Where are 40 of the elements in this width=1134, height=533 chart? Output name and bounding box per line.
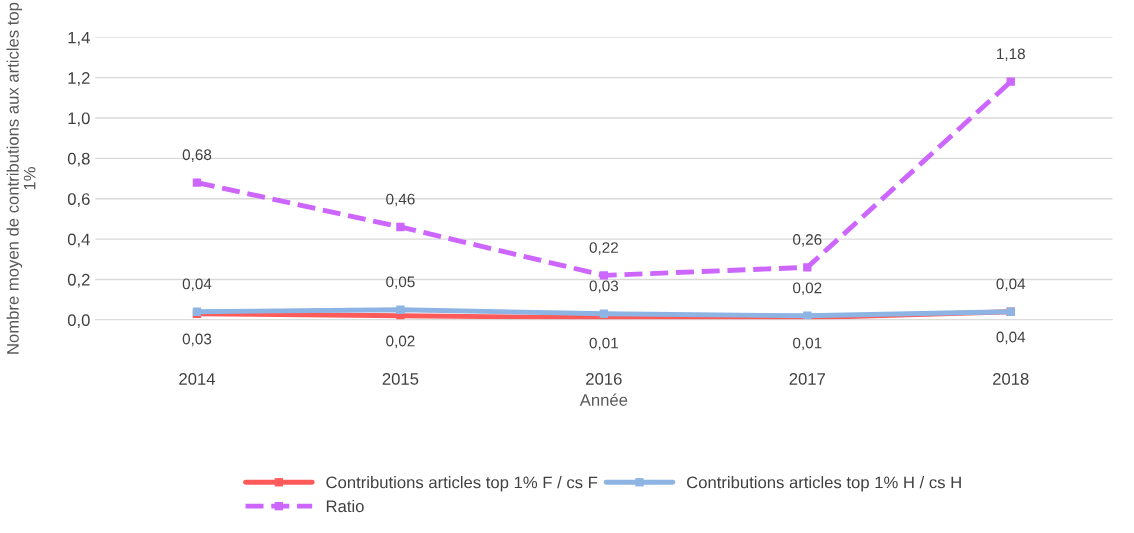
data-label: 0,04 xyxy=(996,331,1026,345)
data-label: 0,68 xyxy=(182,149,212,162)
point xyxy=(396,222,405,232)
data-label: 0,05 xyxy=(386,276,415,290)
point xyxy=(803,263,812,272)
data-label: 0,04 xyxy=(182,278,212,292)
point xyxy=(192,178,202,187)
y-tick-label: 1,2 xyxy=(68,72,90,86)
x-tick-label: 2014 xyxy=(179,373,216,385)
x-tick-label: 2017 xyxy=(789,373,825,385)
legend-label: Ratio xyxy=(326,499,364,513)
legend-label: Contributions articles top 1% F / cs F xyxy=(326,476,598,492)
data-label: 0,26 xyxy=(793,234,822,247)
data-label: 0,02 xyxy=(386,335,415,349)
y-tick-label: 1,4 xyxy=(68,31,90,46)
data-label: 0,22 xyxy=(589,242,618,255)
y-tick-label: 0,4 xyxy=(67,233,90,248)
data-label: 0,03 xyxy=(182,333,212,347)
y-tick-label: 1,0 xyxy=(68,112,90,127)
legend-label: Contributions articles top 1% H / cs H xyxy=(687,476,961,492)
y-tick-label: 0,8 xyxy=(67,152,90,167)
y-tick-label: 0,0 xyxy=(67,314,90,328)
data-label: 0,46 xyxy=(386,193,415,207)
data-label: 0,03 xyxy=(589,280,619,294)
x-tick-label: 2015 xyxy=(382,373,419,385)
data-label: 0,01 xyxy=(793,337,822,351)
data-label: 0,02 xyxy=(793,282,822,296)
point xyxy=(1006,77,1015,86)
point xyxy=(599,309,609,318)
x-tick-label: 2018 xyxy=(993,373,1029,385)
data-label: 1,18 xyxy=(997,48,1025,62)
y-tick-label: 0,6 xyxy=(67,193,90,207)
point xyxy=(599,271,609,280)
x-tick-label: 2016 xyxy=(586,373,622,385)
x-axis-title: Année xyxy=(579,393,628,406)
y-tick-label: 0,2 xyxy=(67,273,90,288)
data-label: 0,04 xyxy=(996,278,1026,292)
point xyxy=(396,305,405,314)
y-axis-title: Nombre moyen de contributions aux articles top 1% xyxy=(6,2,36,354)
data-label: 0,01 xyxy=(589,337,618,351)
